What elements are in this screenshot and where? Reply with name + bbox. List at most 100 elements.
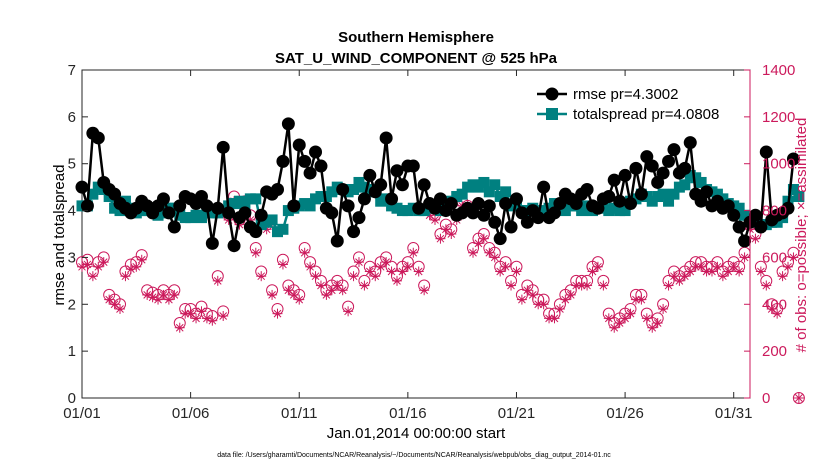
x-tick-label: 01/21: [498, 405, 536, 422]
obs-assimilated-point: [115, 303, 126, 314]
obs-assimilated-point: [326, 285, 337, 296]
obs-assimilated-point: [712, 261, 723, 272]
totalspread-point: [787, 183, 799, 195]
totalspread-point: [500, 186, 512, 198]
rmse-point: [281, 117, 295, 131]
rmse-point: [444, 197, 458, 211]
totalspread-point: [348, 183, 360, 195]
rmse-point: [352, 211, 366, 225]
obs-assimilated-point: [609, 322, 620, 333]
x-tick-label: 01/01: [63, 405, 101, 422]
rmse-point: [374, 178, 388, 192]
obs-assimilated-point: [668, 271, 679, 282]
obs-assimilated-point: [500, 261, 511, 272]
rmse-point: [379, 131, 393, 145]
rmse-point: [80, 199, 94, 213]
rmse-point: [629, 161, 643, 175]
obs-assimilated-point: [191, 313, 202, 324]
totalspread-point: [478, 176, 490, 188]
rmse-point: [249, 225, 263, 239]
rmse-point: [700, 185, 714, 199]
obs-assimilated-point: [750, 233, 761, 244]
rmse-point: [683, 136, 697, 150]
y-tick-left-label: 6: [68, 109, 76, 126]
obs-assimilated-point: [679, 271, 690, 282]
totalspread-point: [695, 176, 707, 188]
y-tick-right-label: 1400: [762, 62, 795, 79]
obs-assimilated-point: [489, 252, 500, 263]
y-tick-right-label: 400: [762, 296, 787, 313]
y-axis-right: 0 200 400 600 800 1000 1200 1400: [744, 62, 795, 407]
rmse-point: [276, 154, 290, 168]
legend-box: [528, 80, 738, 126]
obs-assimilated-point: [484, 247, 495, 258]
obs-assimilated-point: [430, 214, 441, 225]
obs-assimilated-point: [516, 294, 527, 305]
x-tick-label: 01/26: [606, 405, 644, 422]
obs-assimilated-point: [283, 285, 294, 296]
totalspread-point: [657, 188, 669, 200]
rmse-point: [167, 220, 181, 234]
rmse-point: [390, 164, 404, 178]
obs-assimilated-point: [658, 303, 669, 314]
obs-assimilated-point: [777, 271, 788, 282]
obs-assimilated-point: [218, 311, 229, 321]
obs-assimilated-point: [755, 266, 766, 277]
rmse-point: [482, 199, 496, 213]
obs-possible-point: [792, 392, 805, 404]
obs-assimilated-point: [495, 266, 506, 277]
x-tick-label: 01/11: [281, 405, 317, 422]
x-tick-label: 01/16: [389, 405, 427, 422]
obs-assimilated-point: [348, 271, 359, 282]
totalspread-point: [195, 212, 207, 224]
y-tick-right-label: 0: [762, 390, 770, 407]
obs-assimilated-point: [321, 289, 332, 300]
legend-marker-totalspread: [546, 108, 558, 120]
obs-assimilated-point: [690, 261, 701, 272]
rmse-point: [211, 201, 225, 215]
obs-assimilated-point: [109, 299, 120, 310]
obs-assimilated-point: [538, 299, 549, 310]
chart-title: Southern Hemisphere: [338, 29, 494, 46]
obs-assimilated-point: [370, 271, 381, 282]
rmse-point: [602, 190, 616, 204]
totalspread-point: [483, 186, 495, 198]
obs-assimilated-point: [652, 318, 663, 329]
obs-assimilated-point: [294, 294, 305, 305]
rmse-point: [205, 236, 219, 250]
totalspread-point: [250, 193, 262, 205]
rmse-point: [504, 220, 518, 234]
obs-assimilated-point: [701, 266, 712, 277]
rmse-point: [667, 143, 681, 157]
totalspread-point: [87, 188, 99, 200]
obs-assimilated-point: [533, 299, 544, 310]
obs-assimilated-point: [734, 266, 745, 277]
totalspread-point: [663, 195, 675, 207]
rmse-point: [520, 215, 534, 229]
obs-assimilated-point: [163, 294, 174, 305]
obs-assimilated-point: [174, 322, 185, 333]
rmse-point: [216, 140, 230, 154]
obs-assimilated-point: [375, 261, 386, 272]
obs-assimilated-point: [332, 280, 343, 291]
rmse-point: [781, 201, 795, 215]
obs-assimilated-point: [315, 280, 326, 291]
obs-assimilated-point: [783, 261, 794, 272]
obs-assimilated-point: [207, 315, 218, 326]
rmse-point: [493, 232, 507, 246]
obs-assimilated-point: [337, 285, 348, 296]
totalspread-point: [793, 191, 805, 203]
obs-assimilated-point: [87, 271, 98, 282]
obs-assimilated-point: [603, 313, 614, 324]
obs-assimilated-point: [706, 266, 717, 277]
totalspread-point: [679, 179, 691, 191]
obs-assimilated-point: [641, 313, 652, 324]
obs-assimilated-point: [620, 313, 631, 324]
y-tick-left-label: 0: [68, 390, 76, 407]
obs-assimilated-point: [674, 275, 685, 286]
rmse-point: [613, 194, 627, 208]
y-tick-left-label: 1: [68, 343, 76, 360]
rmse-point: [580, 182, 594, 196]
rmse-point: [314, 159, 328, 173]
